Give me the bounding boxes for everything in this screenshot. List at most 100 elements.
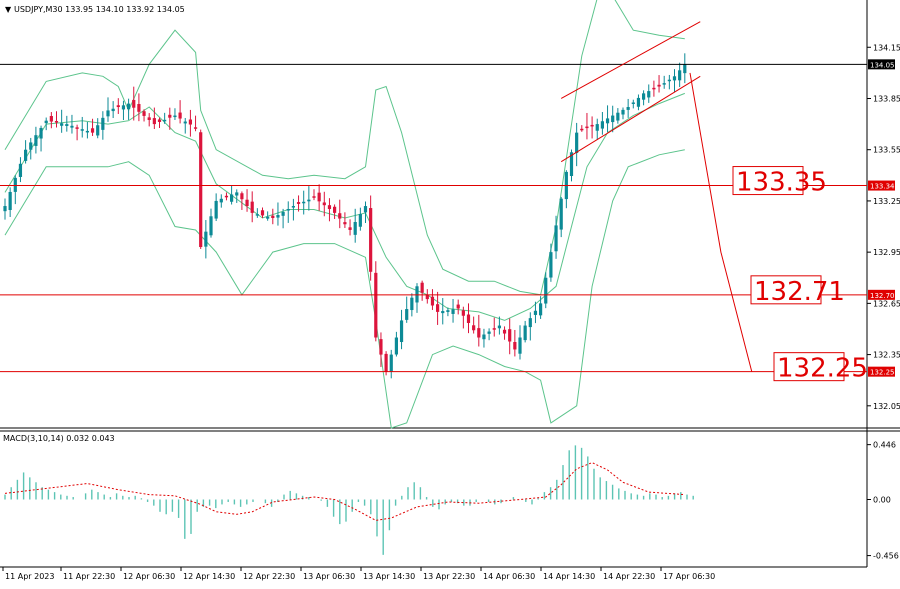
candle-body bbox=[85, 130, 89, 133]
candle-body bbox=[266, 216, 270, 219]
candle-body bbox=[487, 331, 491, 334]
candle-body bbox=[219, 198, 223, 203]
candle-body bbox=[291, 206, 295, 208]
candle-body bbox=[327, 205, 332, 210]
candle-body bbox=[214, 200, 218, 219]
level-box-label: 132.25 bbox=[777, 354, 868, 384]
candle-body bbox=[224, 195, 229, 198]
macd-pane: 0.446 0.00 -0.456 bbox=[4, 441, 899, 561]
candle-body bbox=[204, 231, 208, 247]
candle-body bbox=[338, 213, 342, 219]
candle-body bbox=[482, 334, 486, 340]
level-box-label: 132.71 bbox=[754, 277, 845, 307]
candle-body bbox=[492, 328, 496, 330]
candle-body bbox=[528, 318, 532, 328]
time-tick-label: 14 Apr 14:30 bbox=[543, 572, 595, 581]
time-tick-label: 13 Apr 06:30 bbox=[303, 572, 355, 581]
candle-body bbox=[286, 209, 290, 211]
candle-body bbox=[132, 99, 136, 108]
candle-body bbox=[394, 337, 398, 355]
candle-body bbox=[296, 202, 301, 204]
candle-body bbox=[54, 121, 59, 123]
macd-signal-line bbox=[4, 462, 685, 521]
level-box bbox=[732, 166, 804, 196]
candle-body bbox=[678, 70, 682, 81]
price-ticks: 134.15133.85133.55133.25132.95132.65132.… bbox=[867, 43, 900, 411]
candle-body bbox=[312, 196, 316, 198]
candle-body bbox=[590, 124, 594, 127]
candle-body bbox=[533, 310, 538, 315]
candle-body bbox=[65, 124, 69, 126]
level-tag: 133.34 bbox=[870, 183, 895, 191]
candle-body bbox=[642, 93, 646, 100]
candle-body bbox=[461, 310, 465, 316]
current-price-tag: 134.05 bbox=[870, 61, 895, 69]
macd-tick-label: 0.446 bbox=[873, 441, 896, 450]
candle-body bbox=[456, 304, 460, 309]
macd-label: MACD(3,10,14) 0.032 0.043 bbox=[3, 434, 115, 443]
candle-body bbox=[436, 304, 440, 312]
candle-body bbox=[683, 64, 687, 74]
time-ticks: 11 Apr 2023 11 Apr 22:30 12 Apr 06:30 12 Ap… bbox=[2, 567, 715, 581]
candle-body bbox=[152, 118, 156, 125]
candle-body bbox=[235, 192, 239, 196]
candle-body bbox=[49, 116, 53, 122]
candle-body bbox=[230, 194, 234, 202]
candle-body bbox=[554, 225, 558, 252]
candle-body bbox=[260, 210, 265, 216]
candle-body bbox=[317, 192, 321, 202]
level-box bbox=[773, 352, 845, 382]
candle-body bbox=[405, 309, 409, 320]
candle-body bbox=[667, 79, 671, 82]
time-tick-label: 12 Apr 14:30 bbox=[183, 572, 235, 581]
level-box-label: 133.35 bbox=[736, 168, 827, 198]
candle-body bbox=[523, 325, 527, 341]
level-tag-bg bbox=[868, 289, 895, 300]
candle-body bbox=[157, 119, 162, 122]
macd-tick-label: -0.456 bbox=[873, 552, 899, 561]
candle-body bbox=[544, 277, 548, 304]
candle-body bbox=[3, 206, 7, 212]
candle-body bbox=[147, 117, 151, 120]
candle-body bbox=[441, 311, 445, 314]
candle-body bbox=[343, 222, 347, 225]
candle-body bbox=[24, 149, 28, 161]
candle-body bbox=[302, 201, 306, 204]
candle-body bbox=[616, 112, 620, 121]
candle-body bbox=[168, 114, 172, 118]
candle-body bbox=[127, 103, 131, 110]
candle-body bbox=[101, 117, 105, 130]
candle-body bbox=[369, 208, 373, 272]
candle-body bbox=[513, 342, 517, 350]
candle-body bbox=[600, 121, 604, 129]
channel-lower-line bbox=[560, 75, 701, 163]
candle-body bbox=[34, 135, 38, 146]
candle-body bbox=[657, 84, 661, 87]
time-tick-label: 14 Apr 06:30 bbox=[483, 572, 535, 581]
candle-body bbox=[199, 132, 203, 248]
candle-body bbox=[425, 294, 429, 300]
candle-body bbox=[374, 272, 378, 338]
price-tick-label: 133.25 bbox=[873, 197, 900, 206]
candle-body bbox=[621, 109, 625, 115]
candle-body bbox=[322, 202, 326, 206]
price-tick-label: 133.55 bbox=[873, 146, 900, 155]
candle-body bbox=[430, 296, 435, 306]
candle-body bbox=[636, 97, 641, 107]
level-box bbox=[750, 275, 822, 305]
candle-body bbox=[209, 216, 213, 236]
candle-body bbox=[580, 128, 584, 131]
candle-body bbox=[569, 152, 574, 177]
candle-body bbox=[193, 127, 198, 129]
candle-body bbox=[626, 107, 630, 110]
candle-body bbox=[466, 314, 471, 323]
candle-body bbox=[13, 177, 17, 192]
bollinger-upper bbox=[4, 0, 685, 296]
candle-body bbox=[446, 310, 450, 312]
candle-body bbox=[276, 215, 280, 218]
channel-upper-line bbox=[560, 21, 701, 99]
candle-body bbox=[137, 104, 141, 112]
candle-body bbox=[271, 215, 275, 218]
current-price-tag-bg bbox=[868, 59, 895, 70]
